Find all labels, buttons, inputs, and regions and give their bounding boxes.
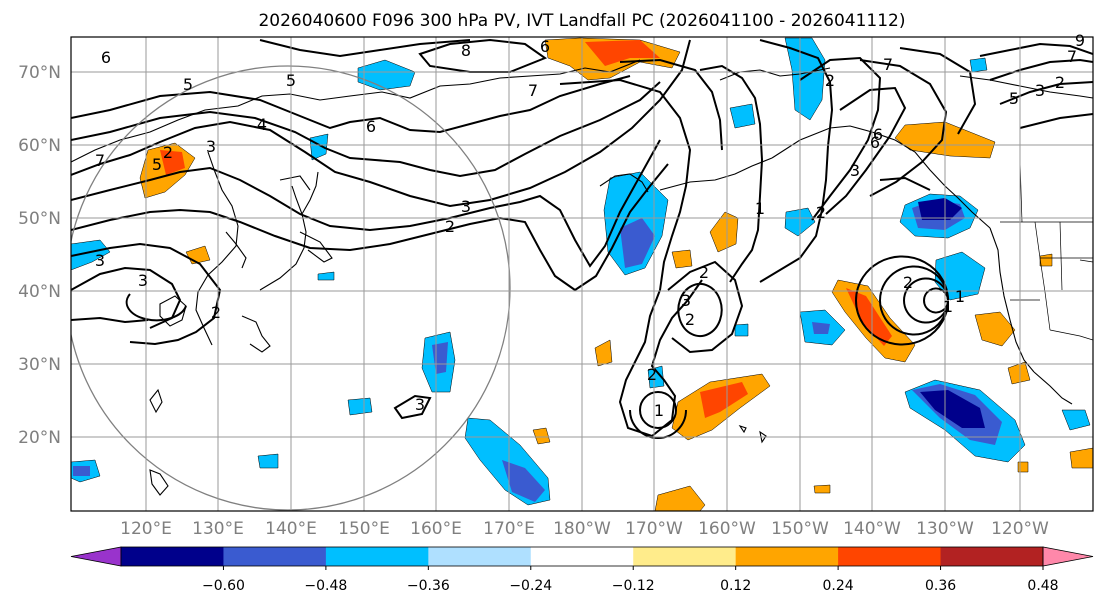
map-frame <box>70 36 1094 512</box>
pv-contour-label: 4 <box>257 115 267 134</box>
pv-contour-label: 3 <box>850 161 860 180</box>
latitude-axis-labels: 70°N 60°N 50°N 40°N 30°N 20°N <box>18 63 61 448</box>
longitude-tick-label: 150°W <box>771 519 829 539</box>
colorbar: −0.60 −0.48 −0.36 −0.24 −0.12 0.12 0.24 0.36 0.4… <box>70 546 1094 594</box>
colorbar-tick-label: 0.36 <box>925 578 956 594</box>
pv-contour-label: 7 <box>1067 47 1077 66</box>
pv-contour-label: 6 <box>366 117 376 136</box>
colorbar-tick-label: 0.24 <box>823 578 854 594</box>
colorbar-tick-label: −0.24 <box>509 578 552 594</box>
pv-contour-label: 2 <box>699 263 709 282</box>
colorbar-bin <box>325 547 429 566</box>
colorbar-bin <box>838 547 942 566</box>
colorbar-extend-max <box>1042 546 1094 567</box>
latitude-tick-label: 70°N <box>18 63 61 83</box>
colorbar-bin <box>530 547 634 566</box>
longitude-tick-label: 170°E <box>483 519 535 539</box>
pv-contour-label: 2 <box>903 273 913 292</box>
colorbar-extend-min <box>70 546 122 567</box>
longitude-tick-label: 170°W <box>625 519 683 539</box>
colorbar-bin <box>428 547 532 566</box>
colorbar-tick-label: 0.12 <box>720 578 751 594</box>
pv-contour-label: 6 <box>873 125 883 144</box>
longitude-tick-label: 120°W <box>991 519 1049 539</box>
colorbar-bin <box>940 547 1044 566</box>
pv-contour-label: 3 <box>206 137 216 156</box>
pv-contour-label: 3 <box>138 271 148 290</box>
latitude-tick-label: 50°N <box>18 209 61 229</box>
pv-contour-label: 2 <box>211 303 221 322</box>
pv-contour-label: 3 <box>1035 81 1045 100</box>
pv-contour-label: 2 <box>1055 73 1065 92</box>
pv-contour-label: 1 <box>654 401 664 420</box>
pv-contour-label: 2 <box>685 310 695 329</box>
colorbar-bin <box>121 547 224 566</box>
pv-contour-label: 3 <box>681 291 691 310</box>
longitude-tick-label: 130°W <box>916 519 974 539</box>
political-borders <box>1000 159 1093 341</box>
latitude-tick-label: 40°N <box>18 282 61 302</box>
pv-contour-label: 1 <box>943 297 953 316</box>
latitude-tick-label: 30°N <box>18 355 61 375</box>
pv-contour-label: 7 <box>95 151 105 170</box>
figure-title: 2026040600 F096 300 hPa PV, IVT Landfall… <box>258 11 905 31</box>
pv-contour-label: 3 <box>415 395 425 414</box>
longitude-axis-labels: 120°E 130°E 140°E 150°E 160°E 170°E 180°W 170°W… <box>120 519 1049 539</box>
longitude-tick-label: 140°W <box>843 519 901 539</box>
pv-contour-label: 6 <box>101 48 111 67</box>
coastlines <box>71 59 1093 496</box>
pv-contour-label: 1 <box>955 287 965 306</box>
pv-contour-label: 7 <box>528 81 538 100</box>
pv-contour-label: 2 <box>647 365 657 384</box>
ivt-negative-anomaly-shading <box>71 37 1091 506</box>
latitude-tick-label: 20°N <box>18 428 61 448</box>
pv-contour-label: 2 <box>816 203 826 222</box>
pv-contour-label: 9 <box>1075 31 1085 50</box>
colorbar-bin <box>735 547 839 566</box>
pv-contour-label: 3 <box>461 197 471 216</box>
radius-of-influence-circle <box>71 65 511 511</box>
lat-lon-gridlines <box>71 37 1093 511</box>
pv-contour-label: 5 <box>286 71 296 90</box>
colorbar-tick-label: 0.48 <box>1027 578 1058 594</box>
longitude-tick-label: 130°E <box>192 519 244 539</box>
pv-contour-label: 2 <box>163 143 173 162</box>
colorbar-tick-label: −0.12 <box>612 578 655 594</box>
colorbar-bin <box>223 547 327 566</box>
longitude-tick-label: 150°E <box>338 519 390 539</box>
pv-contour-label: 5 <box>183 75 193 94</box>
colorbar-tick-label: −0.48 <box>304 578 347 594</box>
pv-contour-label: 6 <box>540 37 550 56</box>
longitude-tick-label: 160°E <box>410 519 462 539</box>
pv-contour-label: 1 <box>755 199 765 218</box>
pv-contour-label: 3 <box>95 251 105 270</box>
longitude-tick-label: 140°E <box>265 519 317 539</box>
longitude-tick-label: 160°W <box>698 519 756 539</box>
pv-contour-label: 7 <box>883 55 893 74</box>
longitude-tick-label: 180°W <box>553 519 611 539</box>
pv-contour-label: 6 <box>870 133 880 152</box>
colorbar-bin <box>633 547 737 566</box>
longitude-tick-label: 120°E <box>120 519 172 539</box>
colorbar-frame <box>120 546 1044 567</box>
pv-contour-label: 5 <box>1009 89 1019 108</box>
colorbar-tick-label: −0.60 <box>202 578 245 594</box>
pv-contour-label: 2 <box>445 217 455 236</box>
pv-contour-label: 2 <box>825 71 835 90</box>
latitude-tick-label: 60°N <box>18 136 61 156</box>
pv-contour-label: 5 <box>152 155 162 174</box>
colorbar-tick-label: −0.36 <box>407 578 450 594</box>
pv-contours <box>71 38 1093 439</box>
ivt-positive-anomaly-shading <box>139 37 1093 511</box>
pv-contour-label: 8 <box>461 41 471 60</box>
